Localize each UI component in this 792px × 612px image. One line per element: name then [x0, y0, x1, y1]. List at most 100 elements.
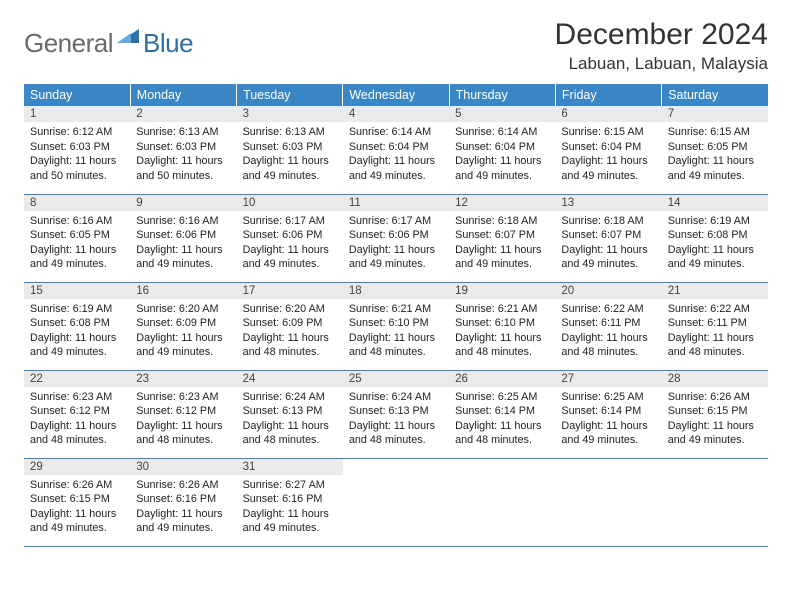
- sunrise-line: Sunrise: 6:22 AM: [561, 302, 655, 317]
- daylight-line: Daylight: 11 hours and 50 minutes.: [30, 154, 124, 183]
- sunrise-line: Sunrise: 6:19 AM: [30, 302, 124, 317]
- day-number: 2: [130, 106, 236, 122]
- sunrise-line: Sunrise: 6:23 AM: [30, 390, 124, 405]
- calendar-row: 1Sunrise: 6:12 AMSunset: 6:03 PMDaylight…: [24, 106, 768, 194]
- sunset-line: Sunset: 6:05 PM: [668, 140, 762, 155]
- day-body: Sunrise: 6:26 AMSunset: 6:15 PMDaylight:…: [24, 475, 130, 540]
- sunset-line: Sunset: 6:03 PM: [243, 140, 337, 155]
- calendar-cell: 22Sunrise: 6:23 AMSunset: 6:12 PMDayligh…: [24, 370, 130, 458]
- sunset-line: Sunset: 6:14 PM: [455, 404, 549, 419]
- daylight-line: Daylight: 11 hours and 49 minutes.: [136, 507, 230, 536]
- calendar-cell: 19Sunrise: 6:21 AMSunset: 6:10 PMDayligh…: [449, 282, 555, 370]
- sunrise-line: Sunrise: 6:15 AM: [668, 125, 762, 140]
- sunrise-line: Sunrise: 6:14 AM: [455, 125, 549, 140]
- sunset-line: Sunset: 6:06 PM: [136, 228, 230, 243]
- day-number: 15: [24, 283, 130, 299]
- day-number: 29: [24, 459, 130, 475]
- day-body: Sunrise: 6:16 AMSunset: 6:06 PMDaylight:…: [130, 211, 236, 276]
- day-number: 6: [555, 106, 661, 122]
- day-number: 20: [555, 283, 661, 299]
- sunrise-line: Sunrise: 6:16 AM: [136, 214, 230, 229]
- sunset-line: Sunset: 6:03 PM: [30, 140, 124, 155]
- day-body: Sunrise: 6:17 AMSunset: 6:06 PMDaylight:…: [237, 211, 343, 276]
- daylight-line: Daylight: 11 hours and 49 minutes.: [136, 243, 230, 272]
- day-number: 8: [24, 195, 130, 211]
- triangle-icon: [117, 28, 139, 49]
- daylight-line: Daylight: 11 hours and 49 minutes.: [561, 154, 655, 183]
- day-number: 7: [662, 106, 768, 122]
- sunset-line: Sunset: 6:04 PM: [561, 140, 655, 155]
- sunset-line: Sunset: 6:06 PM: [243, 228, 337, 243]
- sunrise-line: Sunrise: 6:25 AM: [561, 390, 655, 405]
- daylight-line: Daylight: 11 hours and 48 minutes.: [30, 419, 124, 448]
- sunset-line: Sunset: 6:05 PM: [30, 228, 124, 243]
- sunset-line: Sunset: 6:04 PM: [455, 140, 549, 155]
- calendar-cell: 6Sunrise: 6:15 AMSunset: 6:04 PMDaylight…: [555, 106, 661, 194]
- sunset-line: Sunset: 6:15 PM: [668, 404, 762, 419]
- sunset-line: Sunset: 6:09 PM: [136, 316, 230, 331]
- calendar-cell: 24Sunrise: 6:24 AMSunset: 6:13 PMDayligh…: [237, 370, 343, 458]
- weekday-header: Tuesday: [237, 84, 343, 106]
- sunrise-line: Sunrise: 6:17 AM: [349, 214, 443, 229]
- daylight-line: Daylight: 11 hours and 49 minutes.: [243, 243, 337, 272]
- sunset-line: Sunset: 6:09 PM: [243, 316, 337, 331]
- calendar-cell: 5 Sunrise: 6:14 AMSunset: 6:04 PMDaylight…: [449, 106, 555, 194]
- sunset-line: Sunset: 6:08 PM: [668, 228, 762, 243]
- day-body: Sunrise: 6:13 AMSunset: 6:03 PMDaylight:…: [130, 122, 236, 187]
- daylight-line: Daylight: 11 hours and 48 minutes.: [455, 419, 549, 448]
- day-body: Sunrise: 6:22 AMSunset: 6:11 PMDaylight:…: [662, 299, 768, 364]
- daylight-line: Daylight: 11 hours and 49 minutes.: [455, 154, 549, 183]
- daylight-line: Daylight: 11 hours and 49 minutes.: [561, 243, 655, 272]
- day-number: 26: [449, 371, 555, 387]
- day-number: 16: [130, 283, 236, 299]
- day-body: Sunrise: 6:26 AMSunset: 6:15 PMDaylight:…: [662, 387, 768, 452]
- daylight-line: Daylight: 11 hours and 49 minutes.: [349, 154, 443, 183]
- sunrise-line: Sunrise: 6:24 AM: [243, 390, 337, 405]
- sunrise-line: Sunrise: 6:19 AM: [668, 214, 762, 229]
- day-body: Sunrise: 6:24 AMSunset: 6:13 PMDaylight:…: [343, 387, 449, 452]
- weekday-header: Thursday: [449, 84, 555, 106]
- sunset-line: Sunset: 6:12 PM: [136, 404, 230, 419]
- calendar-cell: 16Sunrise: 6:20 AMSunset: 6:09 PMDayligh…: [130, 282, 236, 370]
- daylight-line: Daylight: 11 hours and 49 minutes.: [136, 331, 230, 360]
- day-body: Sunrise: 6:21 AMSunset: 6:10 PMDaylight:…: [449, 299, 555, 364]
- day-number: 13: [555, 195, 661, 211]
- calendar-row: 22Sunrise: 6:23 AMSunset: 6:12 PMDayligh…: [24, 370, 768, 458]
- sunrise-line: Sunrise: 6:24 AM: [349, 390, 443, 405]
- sunrise-line: Sunrise: 6:20 AM: [243, 302, 337, 317]
- calendar-row: 8 Sunrise: 6:16 AM Sunset: 6:05 PM Daylight…: [24, 194, 768, 282]
- calendar-cell: 9Sunrise: 6:16 AMSunset: 6:06 PMDaylight…: [130, 194, 236, 282]
- day-body: Sunrise: 6:27 AMSunset: 6:16 PMDaylight:…: [237, 475, 343, 540]
- sunset-line: Sunset: 6:11 PM: [561, 316, 655, 331]
- day-body: Sunrise: 6:18 AMSunset: 6:07 PMDaylight:…: [555, 211, 661, 276]
- sunrise-line: Sunrise: 6:14 AM: [349, 125, 443, 140]
- sunrise-line: Sunrise: 6:26 AM: [136, 478, 230, 493]
- daylight-line: Daylight: 11 hours and 48 minutes.: [349, 331, 443, 360]
- daylight-line: Daylight: 11 hours and 49 minutes.: [668, 154, 762, 183]
- day-body: Sunrise: 6:12 AMSunset: 6:03 PMDaylight:…: [24, 122, 130, 187]
- calendar-cell: 4Sunrise: 6:14 AMSunset: 6:04 PMDaylight…: [343, 106, 449, 194]
- logo: General Blue: [24, 28, 193, 59]
- day-body: Sunrise: 6:20 AMSunset: 6:09 PMDaylight:…: [130, 299, 236, 364]
- day-body: Sunrise: 6:26 AMSunset: 6:16 PMDaylight:…: [130, 475, 236, 540]
- sunset-line: Sunset: 6:06 PM: [349, 228, 443, 243]
- sunset-line: Sunset: 6:07 PM: [455, 228, 549, 243]
- day-number: 5: [449, 106, 555, 122]
- day-number: 19: [449, 283, 555, 299]
- day-number: 30: [130, 459, 236, 475]
- weekday-header-row: Sunday Monday Tuesday Wednesday Thursday…: [24, 84, 768, 106]
- calendar-cell: 28Sunrise: 6:26 AMSunset: 6:15 PMDayligh…: [662, 370, 768, 458]
- sunrise-line: Sunrise: 6:23 AM: [136, 390, 230, 405]
- day-body: Sunrise: 6:23 AMSunset: 6:12 PMDaylight:…: [130, 387, 236, 452]
- day-number: 1: [24, 106, 130, 122]
- daylight-line: Daylight: 11 hours and 48 minutes.: [349, 419, 443, 448]
- day-body: Sunrise: 6:14 AMSunset: 6:04 PMDaylight:…: [343, 122, 449, 187]
- sunset-line: Sunset: 6:15 PM: [30, 492, 124, 507]
- day-number: 12: [449, 195, 555, 211]
- weekday-header: Sunday: [24, 84, 130, 106]
- day-number: 17: [237, 283, 343, 299]
- day-body: Sunrise: 6:19 AMSunset: 6:08 PMDaylight:…: [662, 211, 768, 276]
- day-body: Sunrise: 6:13 AMSunset: 6:03 PMDaylight:…: [237, 122, 343, 187]
- daylight-line: Daylight: 11 hours and 48 minutes.: [455, 331, 549, 360]
- calendar-cell: [449, 458, 555, 546]
